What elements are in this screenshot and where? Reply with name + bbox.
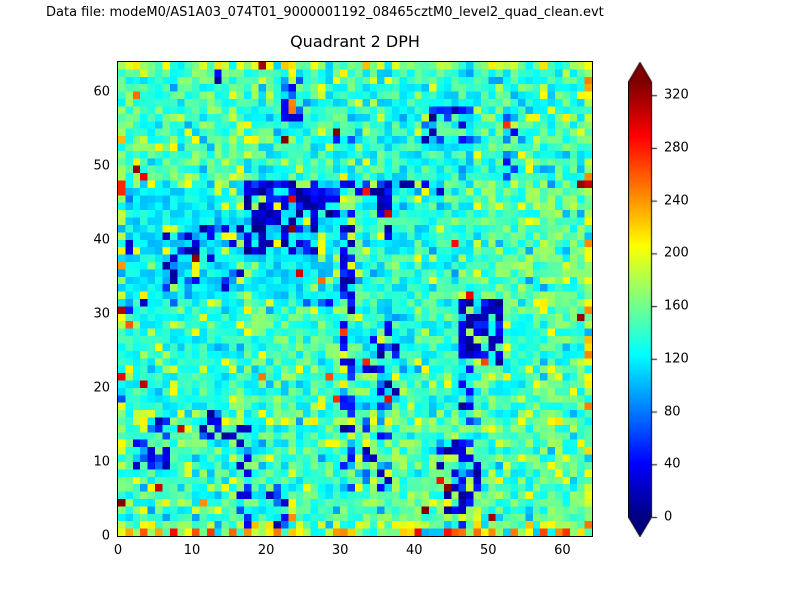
colorbar-tick-label: 280 [664, 140, 689, 156]
y-tick-label: 0 [101, 528, 110, 544]
colorbar-tick-label: 320 [664, 87, 689, 103]
x-tick-label: 50 [480, 543, 497, 558]
y-tick-label: 40 [93, 232, 110, 248]
colorbar-tick-label: 240 [664, 193, 689, 209]
y-tick-label: 50 [93, 158, 110, 174]
colorbar-canvas [628, 62, 658, 537]
colorbar-tick-label: 200 [664, 245, 689, 261]
colorbar-tick-label: 160 [664, 298, 689, 314]
x-tick-label: 0 [113, 543, 123, 558]
colorbar-tick-label: 40 [664, 456, 681, 472]
heatmap-axes [117, 61, 593, 537]
data-file-label: Data file: modeM0/AS1A03_074T01_90000011… [46, 5, 604, 20]
colorbar [628, 62, 658, 541]
y-tick-label: 10 [93, 454, 110, 470]
chart-title: Quadrant 2 DPH [290, 32, 420, 51]
colorbar-tick-label: 120 [664, 351, 689, 367]
x-tick-label: 60 [554, 543, 571, 558]
y-tick-label: 30 [93, 306, 110, 322]
x-tick-label: 40 [405, 543, 423, 558]
y-tick-label: 20 [93, 380, 110, 396]
colorbar-tick-label: 0 [664, 509, 673, 525]
heatmap-canvas [118, 62, 592, 536]
colorbar-tick-label: 80 [664, 404, 681, 420]
y-tick-label: 60 [93, 84, 110, 100]
x-tick-label: 10 [183, 543, 201, 558]
x-tick-label: 30 [331, 543, 349, 558]
x-tick-label: 20 [257, 543, 275, 558]
